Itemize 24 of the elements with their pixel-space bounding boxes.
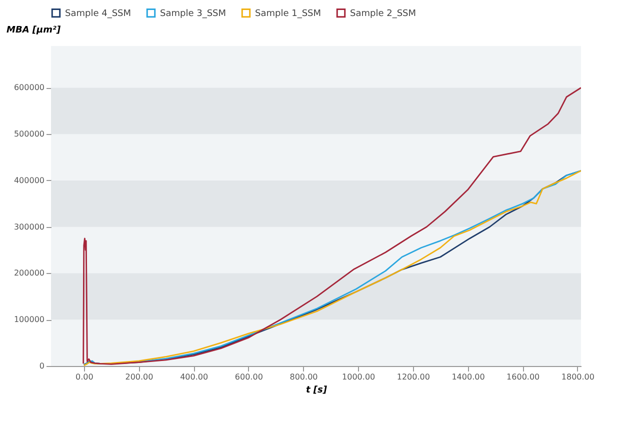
legend-label: Sample 3_SSM (160, 9, 226, 20)
x-tick-label: 400.00 (180, 372, 208, 382)
x-tick-label: 800.00 (290, 372, 318, 382)
y-tick-label: 0 (39, 362, 44, 370)
legend-label: Sample 2_SSM (350, 9, 416, 20)
x-tick-label: 1400.00 (452, 372, 485, 382)
y-tick-label: 300000 (14, 222, 44, 232)
legend-label: Sample 1_SSM (255, 9, 322, 20)
y-tick-label: 100000 (14, 315, 44, 324)
y-tick-label: 200000 (14, 268, 44, 278)
x-tick-label: 1600.00 (506, 372, 540, 382)
legend-label: Sample 4_SSM (65, 9, 132, 20)
y-tick-label: 600000 (14, 83, 44, 92)
line-series (82, 87, 581, 365)
y-tick-label: 400000 (14, 176, 44, 185)
x-tick-label: 1800.00 (561, 372, 594, 382)
x-tick-label: 1000.00 (342, 372, 376, 382)
x-axis-title: t [s] (306, 386, 328, 396)
x-tick-label: 200.00 (125, 372, 154, 382)
y-axis-title: MBA [µm²] (6, 26, 62, 36)
y-tick-label: 500000 (14, 130, 44, 139)
x-tick-label: 0.00 (75, 372, 94, 382)
x-tick-label: 600.00 (234, 372, 263, 382)
x-tick-label: 1200.00 (396, 372, 430, 382)
